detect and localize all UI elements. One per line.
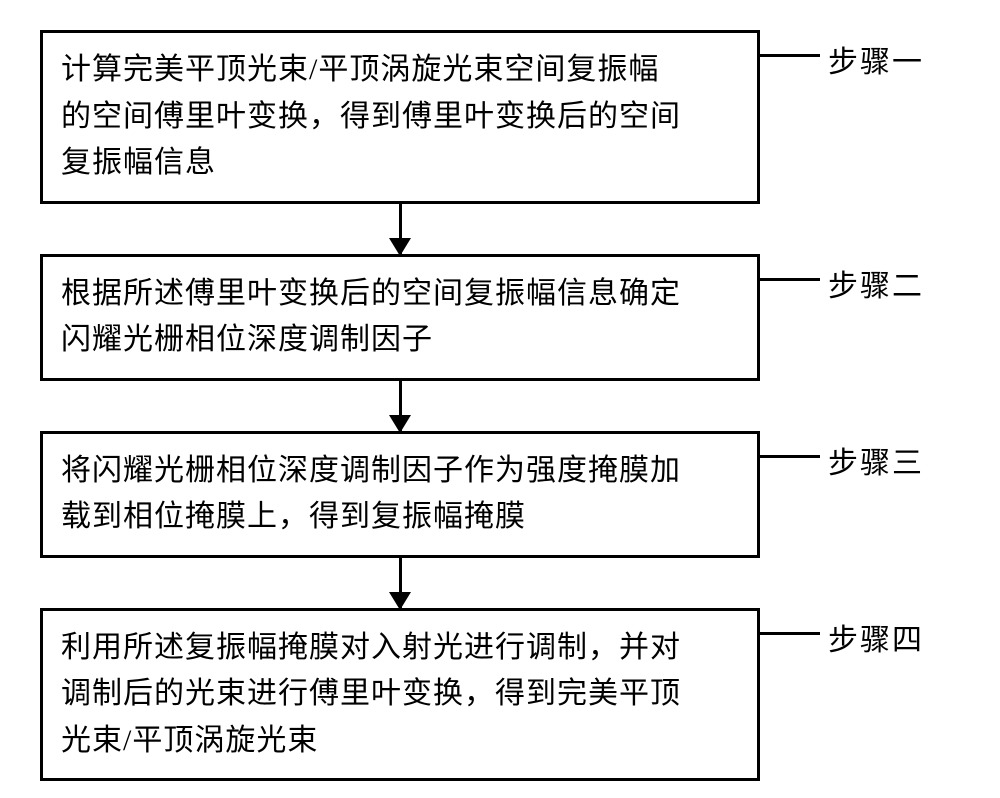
flow-step-text: 光束/平顶涡旋光束 xyxy=(61,718,739,765)
flow-step-box: 根据所述傅里叶变换后的空间复振幅信息确定闪耀光栅相位深度调制因子 xyxy=(40,254,760,381)
flow-connector-line xyxy=(760,54,820,57)
flow-step-text: 调制后的光束进行傅里叶变换，得到完美平顶 xyxy=(61,671,739,718)
flow-step-text: 复振幅信息 xyxy=(61,140,739,187)
flow-step-text: 根据所述傅里叶变换后的空间复振幅信息确定 xyxy=(61,271,739,318)
flow-connector-line xyxy=(760,278,820,281)
flow-step-text: 的空间傅里叶变换，得到傅里叶变换后的空间 xyxy=(61,94,739,141)
flow-step-row: 将闪耀光栅相位深度调制因子作为强度掩膜加载到相位掩膜上，得到复振幅掩膜 步骤三 xyxy=(40,431,960,558)
flow-arrow-down-icon xyxy=(399,558,402,608)
flow-connector-line xyxy=(760,455,820,458)
flow-step-row: 计算完美平顶光束/平顶涡旋光束空间复振幅的空间傅里叶变换，得到傅里叶变换后的空间… xyxy=(40,30,960,204)
flow-step-text: 载到相位掩膜上，得到复振幅掩膜 xyxy=(61,494,739,541)
flow-step-box: 利用所述复振幅掩膜对入射光进行调制，并对调制后的光束进行傅里叶变换，得到完美平顶… xyxy=(40,608,760,782)
flowchart-container: 计算完美平顶光束/平顶涡旋光束空间复振幅的空间傅里叶变换，得到傅里叶变换后的空间… xyxy=(40,30,960,781)
flow-step-box: 将闪耀光栅相位深度调制因子作为强度掩膜加载到相位掩膜上，得到复振幅掩膜 xyxy=(40,431,760,558)
flow-arrow-container xyxy=(40,204,760,254)
flow-step-text: 将闪耀光栅相位深度调制因子作为强度掩膜加 xyxy=(61,448,739,495)
flow-arrow-down-icon xyxy=(399,204,402,254)
flow-arrow-down-icon xyxy=(399,381,402,431)
flow-step-label: 步骤四 xyxy=(828,615,924,659)
flow-step-row: 根据所述傅里叶变换后的空间复振幅信息确定闪耀光栅相位深度调制因子 步骤二 xyxy=(40,254,960,381)
flow-step-label: 步骤一 xyxy=(828,37,924,81)
flow-step-box: 计算完美平顶光束/平顶涡旋光束空间复振幅的空间傅里叶变换，得到傅里叶变换后的空间… xyxy=(40,30,760,204)
flow-step-row: 利用所述复振幅掩膜对入射光进行调制，并对调制后的光束进行傅里叶变换，得到完美平顶… xyxy=(40,608,960,782)
flow-arrow-container xyxy=(40,558,760,608)
flow-arrow-container xyxy=(40,381,760,431)
flow-step-text: 闪耀光栅相位深度调制因子 xyxy=(61,317,739,364)
flow-step-text: 计算完美平顶光束/平顶涡旋光束空间复振幅 xyxy=(61,47,739,94)
flow-step-label: 步骤三 xyxy=(828,438,924,482)
flow-step-label: 步骤二 xyxy=(828,261,924,305)
flow-connector-line xyxy=(760,632,820,635)
flow-step-text: 利用所述复振幅掩膜对入射光进行调制，并对 xyxy=(61,625,739,672)
